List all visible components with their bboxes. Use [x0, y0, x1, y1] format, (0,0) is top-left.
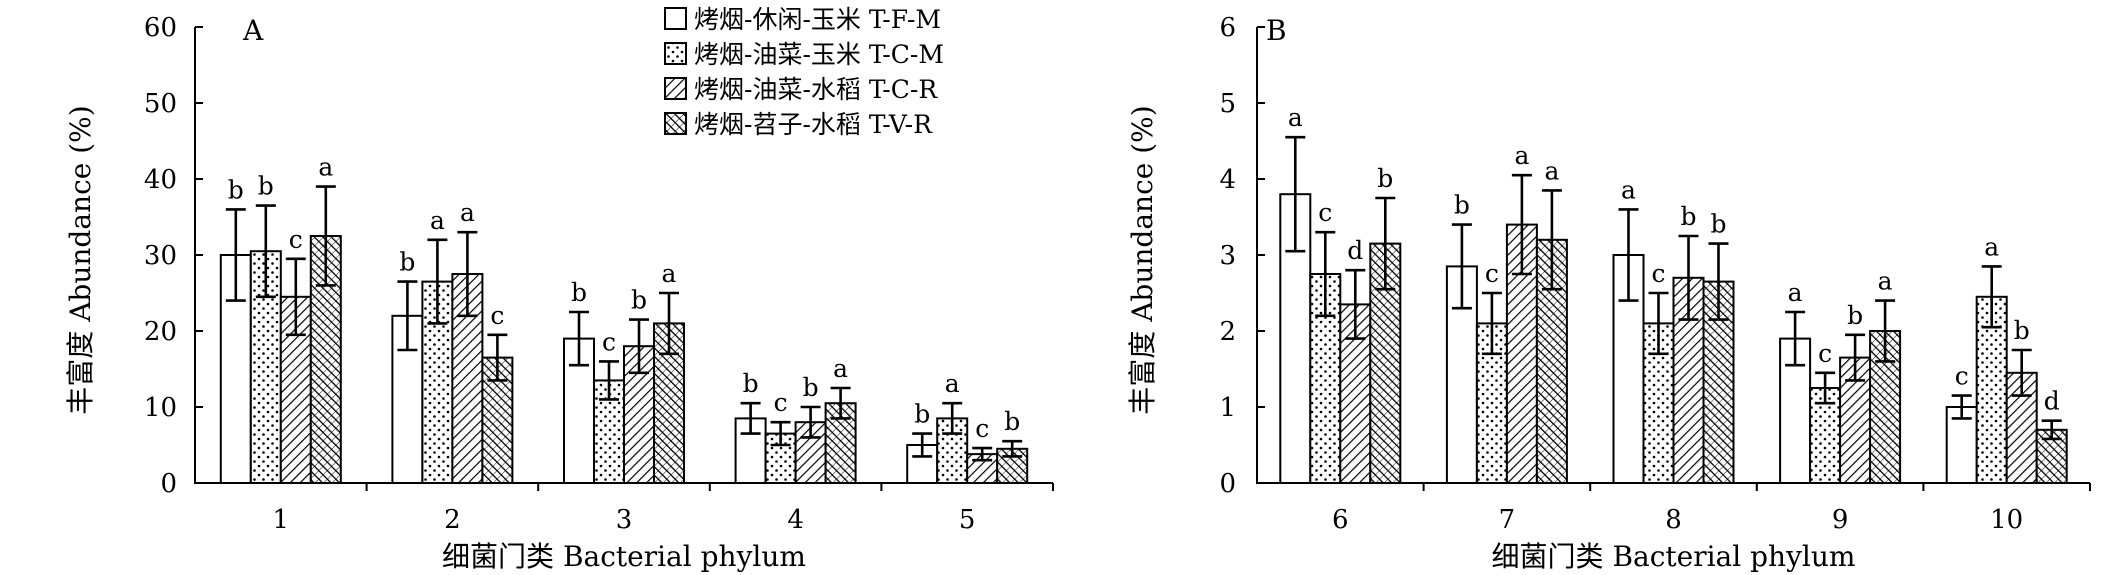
significance-letter: c — [975, 414, 989, 443]
y-tick-label: 4 — [1219, 165, 1236, 195]
y-tick-label: 10 — [144, 393, 177, 423]
y-tick-label: 0 — [160, 469, 177, 499]
significance-letter: c — [1818, 339, 1832, 368]
legend-label: 烤烟-休闲-玉米 T-F-M — [694, 5, 941, 34]
significance-letter: a — [662, 259, 677, 288]
x-tick-label: 8 — [1665, 505, 1682, 535]
panel-a: 0 10 20 30 40 50 60 丰富度 Abundance (%) 细菌门类 Bacte… — [64, 13, 1054, 573]
y-tick-label: 2 — [1219, 317, 1236, 347]
significance-letter: a — [1788, 278, 1803, 307]
significance-letter: b — [1680, 202, 1696, 231]
legend-swatch — [664, 77, 687, 100]
legend-label: 烤烟-苕子-水稻 T-V-R — [694, 110, 933, 139]
significance-letter: a — [1621, 175, 1636, 204]
x-tick-label: 4 — [787, 505, 804, 535]
panel-b: 0 1 2 3 4 5 6 丰富度 Abundance (%) 细菌门类 Bacterial p… — [1126, 13, 2091, 573]
panel-label: B — [1266, 14, 1287, 47]
y-tick-label: 30 — [144, 241, 177, 271]
significance-letter: b — [571, 278, 587, 307]
significance-letter: a — [1288, 103, 1303, 132]
panel-label: A — [242, 14, 264, 47]
significance-letter: a — [833, 354, 848, 383]
y-tick-label: 0 — [1219, 469, 1236, 499]
significance-letter: b — [743, 369, 759, 398]
significance-letter: b — [1377, 164, 1393, 193]
significance-letter: a — [318, 153, 333, 182]
y-tick-label: 6 — [1219, 13, 1236, 43]
significance-letter: d — [1347, 236, 1363, 265]
y-axis-title: 丰富度 Abundance (%) — [64, 105, 97, 414]
significance-letter: c — [1651, 259, 1665, 288]
legend-swatch — [664, 112, 687, 135]
x-tick-label: 9 — [1832, 505, 1849, 535]
significance-letter: a — [1544, 156, 1559, 185]
significance-letter: a — [1514, 141, 1529, 170]
x-tick-label: 5 — [959, 505, 976, 535]
significance-letter: b — [2014, 316, 2030, 345]
significance-letter: c — [490, 301, 504, 330]
significance-letter: c — [1955, 362, 1969, 391]
significance-letter: b — [631, 286, 647, 315]
legend-label: 烤烟-油菜-玉米 T-C-M — [694, 40, 944, 69]
significance-letter: d — [2044, 387, 2060, 416]
significance-letter: b — [1710, 210, 1726, 239]
y-tick-label: 20 — [144, 317, 177, 347]
significance-letter: a — [460, 198, 475, 227]
bar — [1869, 330, 1902, 484]
significance-letter: c — [1485, 259, 1499, 288]
x-axis-title: 细菌门类 Bacterial phylum — [442, 540, 806, 573]
significance-letter: c — [1318, 198, 1332, 227]
significance-letter: b — [1454, 191, 1470, 220]
significance-letter: b — [258, 172, 274, 201]
y-tick-label: 50 — [144, 89, 177, 119]
x-tick-label: 7 — [1499, 505, 1516, 535]
significance-letter: c — [289, 225, 303, 254]
y-tick-label: 60 — [144, 13, 177, 43]
significance-letter: a — [1984, 232, 1999, 261]
x-tick-label: 2 — [444, 505, 461, 535]
x-axis-title: 细菌门类 Bacterial phylum — [1492, 540, 1856, 573]
y-axis-title: 丰富度 Abundance (%) — [1126, 105, 1159, 414]
x-tick-label: 3 — [616, 505, 633, 535]
significance-letter: b — [914, 400, 930, 429]
significance-letter: a — [430, 206, 445, 235]
y-tick-label: 3 — [1219, 241, 1236, 271]
legend-swatch — [664, 7, 687, 30]
y-tick-label: 40 — [144, 165, 177, 195]
x-tick-label: 1 — [273, 505, 290, 535]
significance-letter: b — [1847, 301, 1863, 330]
significance-letter: c — [602, 327, 616, 356]
x-tick-label: 10 — [1990, 505, 2023, 535]
significance-letter: b — [399, 248, 415, 277]
significance-letter: a — [945, 369, 960, 398]
significance-letter: a — [1878, 267, 1893, 296]
significance-letter: b — [1004, 407, 1020, 436]
significance-letter: b — [803, 373, 819, 402]
x-tick-label: 6 — [1332, 505, 1349, 535]
y-tick-label: 5 — [1219, 89, 1236, 119]
y-tick-label: 1 — [1219, 393, 1236, 423]
legend: 烤烟-休闲-玉米 T-F-M 烤烟-油菜-玉米 T-C-M 烤烟-油菜-水稻 T-C… — [664, 5, 944, 139]
significance-letter: c — [774, 388, 788, 417]
significance-letter: b — [228, 175, 244, 204]
legend-label: 烤烟-油菜-水稻 T-C-R — [694, 75, 938, 104]
legend-swatch — [664, 42, 687, 65]
bar — [1505, 223, 1538, 484]
